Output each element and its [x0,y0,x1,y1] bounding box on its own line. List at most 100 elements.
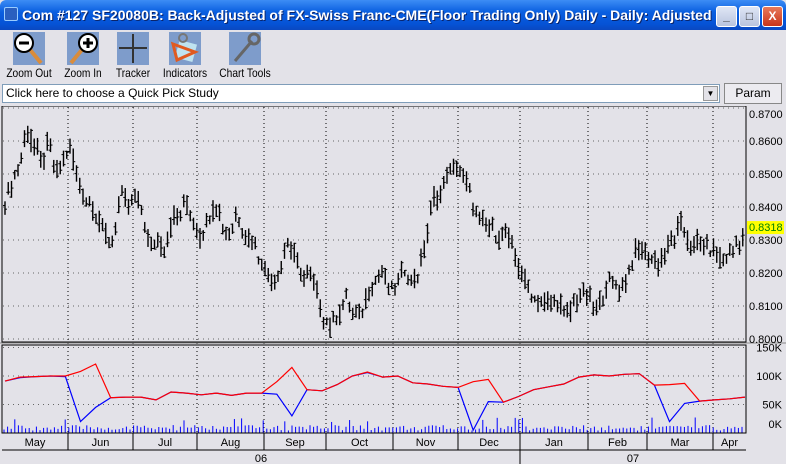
price-bar [3,201,7,215]
price-bar [627,264,631,275]
blue-series-line [4,371,746,432]
price-bar [162,246,167,259]
price-bar [415,274,420,284]
price-bar [490,216,495,231]
price-chart[interactable]: 0.8700 0.8600 0.8500 0.8400 0.8300 0.8200 0.81… [0,106,786,464]
price-bar [493,235,498,244]
price-bar [97,210,102,233]
toolbar: Zoom Out Zoom In Tracker Indicators Char… [0,30,786,82]
price-bar [500,226,505,242]
price-bar [341,299,345,311]
price-bar [601,295,605,307]
chevron-down-icon[interactable]: ▼ [703,86,718,101]
price-bar [152,239,157,250]
tracker-button[interactable]: Tracker [110,32,156,80]
grid [3,107,746,432]
maximize-button[interactable]: □ [739,6,760,27]
price-bar [659,247,664,268]
price-bar [441,175,446,189]
price-bar [45,131,50,151]
price-bar [705,233,709,250]
price-bar [94,213,98,225]
price-bar [318,299,323,318]
wrench-icon [229,32,261,65]
price-bar [471,202,475,217]
price-bar [331,310,336,323]
month-label-nov: Nov [416,437,436,449]
chart-tools-button[interactable]: Chart Tools [214,32,276,80]
price-bar [685,230,690,252]
price-bar [640,241,644,260]
price-bar [32,138,37,156]
price-bar [133,188,137,203]
month-label-jan: Jan [545,437,563,449]
price-bar [295,252,300,269]
price-bar [344,287,349,299]
price-bar [81,188,85,205]
price-bar [721,253,726,267]
price-bar [578,288,583,303]
price-bar [243,230,248,246]
app-icon[interactable] [4,7,18,21]
zoom-out-button[interactable]: Zoom Out [2,32,56,80]
price-bar [428,200,433,216]
price-bar [409,274,414,286]
price-bar [227,227,232,241]
price-bar [263,260,267,277]
price-bar [389,280,394,290]
price-bar [480,209,485,227]
price-bar [594,299,599,316]
price-bar [477,211,482,225]
price-bar [591,301,596,316]
price-bar [656,258,661,277]
price-bar [545,291,550,311]
price-bar [701,238,706,256]
price-bar [321,316,326,330]
price-bar [503,223,508,239]
price-bar [6,182,11,195]
price-bar [84,197,89,207]
zoom-out-icon [13,32,45,65]
price-bar [146,229,150,247]
price-bar [682,227,687,238]
price-bar [246,228,251,248]
price-bar [55,159,59,179]
month-label-jun: Jun [92,437,110,449]
zoom-in-button[interactable]: Zoom In [58,32,108,80]
price-bar [679,210,683,231]
price-bars [3,125,745,338]
price-bar [178,210,183,222]
price-bar [412,268,417,289]
price-bar [214,204,219,218]
price-bar [204,212,209,228]
price-bar [636,240,641,261]
price-bar [217,203,222,222]
price-bar [74,165,79,182]
price-bar [103,222,108,245]
price-bar [519,265,524,283]
lower-tick-label: 50K [762,400,782,412]
minimize-button[interactable]: _ [716,6,737,27]
year-label: 07 [627,453,639,464]
price-bar [233,206,238,222]
price-bar [126,198,131,215]
price-bar [87,196,92,207]
axes: 0.8700 0.8600 0.8500 0.8400 0.8300 0.8200 0.81… [0,106,786,464]
price-tick-label: 0.8700 [749,109,783,121]
param-button[interactable]: Param [724,83,782,104]
price-bar [386,282,391,296]
price-bar [438,185,443,204]
price-bar [38,150,43,168]
indicators-button[interactable]: Indicators [158,32,212,80]
quick-pick-study-dropdown[interactable]: Click here to choose a Quick Pick Study … [2,84,720,103]
price-bar [526,279,531,293]
price-bar [35,137,40,155]
price-bar [555,300,560,313]
price-bar [328,317,332,338]
red-series-line [4,363,746,403]
close-button[interactable]: X [762,6,783,27]
price-bar [708,250,713,258]
price-bar [562,305,566,317]
price-bar [630,260,635,271]
price-bar [269,273,274,292]
